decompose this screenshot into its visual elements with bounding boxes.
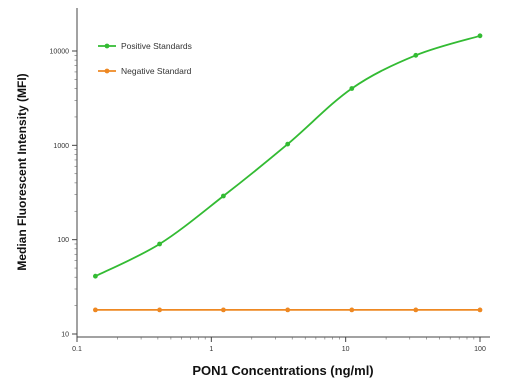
legend-marker-negative <box>104 68 110 74</box>
data-point <box>349 307 355 313</box>
data-point <box>157 241 163 247</box>
legend-marker-positive <box>104 43 110 49</box>
series-layer <box>93 33 483 313</box>
legend-item-positive: Positive Standards <box>98 41 192 51</box>
axes <box>76 8 490 338</box>
data-point <box>93 273 98 279</box>
y-tick-label: 10000 <box>50 49 70 56</box>
data-point <box>157 307 163 313</box>
data-point <box>477 33 483 39</box>
data-point <box>221 193 226 199</box>
x-tick-label: 0.1 <box>72 346 82 353</box>
data-point <box>413 307 419 313</box>
legend: Positive Standards Negative Standard <box>98 41 192 76</box>
x-ticks: 0.1 1 10 100 <box>72 337 486 353</box>
data-point <box>285 141 291 147</box>
legend-item-negative: Negative Standard <box>98 66 192 76</box>
data-point <box>221 307 226 313</box>
x-tick-label: 100 <box>474 346 486 353</box>
legend-label-positive: Positive Standards <box>121 41 192 51</box>
data-point <box>413 52 419 58</box>
legend-label-negative: Negative Standard <box>121 66 192 76</box>
x-tick-label: 1 <box>209 346 213 353</box>
y-ticks: 10 100 1000 10000 <box>50 49 77 339</box>
x-axis-title: PON1 Concentrations (ng/ml) <box>192 363 373 378</box>
data-point <box>349 86 355 91</box>
data-point <box>93 307 98 313</box>
y-axis-title: Median Fluorescent Intensity (MFI) <box>15 73 29 270</box>
y-tick-label: 1000 <box>53 143 69 150</box>
y-tick-label: 100 <box>57 237 69 244</box>
data-point <box>285 307 291 313</box>
x-tick-label: 10 <box>342 346 350 353</box>
data-point <box>477 307 483 313</box>
y-tick-label: 10 <box>61 332 69 339</box>
